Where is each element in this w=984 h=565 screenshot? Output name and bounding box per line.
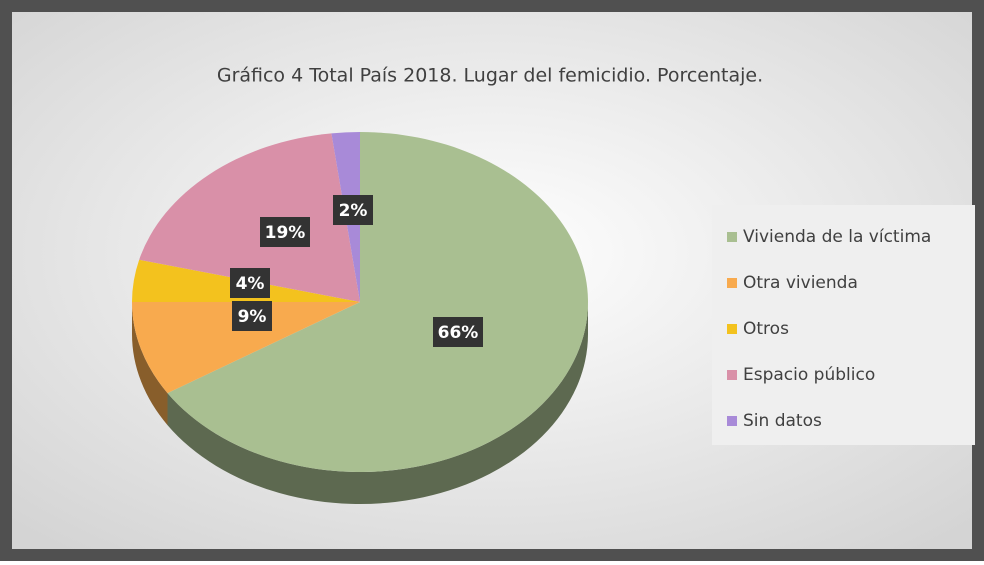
- pie-slice-side: [132, 302, 168, 426]
- data-label-box: [260, 217, 310, 247]
- pie-slice: [167, 132, 589, 473]
- legend-label: Espacio público: [743, 365, 875, 385]
- data-label-box: [232, 301, 272, 331]
- legend-label: Otros: [743, 319, 789, 339]
- legend-swatch: [727, 232, 737, 242]
- legend-swatch: [727, 278, 737, 288]
- data-label: 19%: [265, 223, 306, 243]
- pie-slice: [132, 302, 360, 394]
- legend-box: [712, 205, 975, 445]
- legend-swatch: [727, 324, 737, 334]
- legend-label: Vivienda de la víctima: [743, 227, 931, 247]
- data-label: 2%: [339, 201, 368, 221]
- data-label-box: [333, 195, 373, 225]
- data-label: 9%: [238, 307, 267, 327]
- legend-label: Otra vivienda: [743, 273, 858, 293]
- data-label-box: [433, 317, 483, 347]
- pie-slice: [139, 133, 360, 302]
- chart-title: Gráfico 4 Total País 2018. Lugar del fem…: [217, 65, 763, 87]
- legend-label: Sin datos: [743, 411, 822, 431]
- pie-slice-side: [167, 302, 589, 504]
- data-label: 66%: [438, 323, 479, 343]
- legend-swatch: [727, 416, 737, 426]
- legend-swatch: [727, 370, 737, 380]
- data-label: 4%: [236, 274, 265, 294]
- data-label-box: [230, 268, 270, 298]
